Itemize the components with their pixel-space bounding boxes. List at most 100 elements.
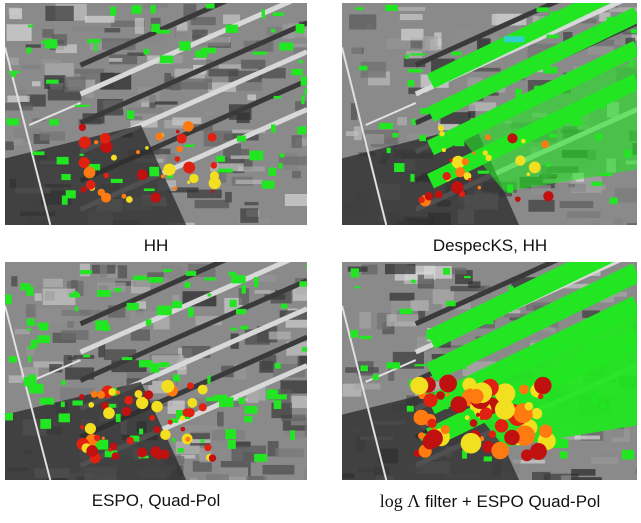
image-texture (348, 39, 363, 53)
image-texture (262, 181, 275, 189)
image-texture (86, 180, 96, 190)
image-texture (451, 268, 466, 275)
image-texture (595, 133, 602, 140)
image-texture (11, 276, 17, 286)
image-texture (151, 192, 161, 202)
image-texture (42, 29, 53, 38)
image-texture (279, 42, 293, 50)
image-texture (401, 29, 423, 41)
image-texture (80, 270, 92, 274)
image-texture (184, 282, 190, 288)
image-texture (135, 18, 144, 34)
image-texture (411, 300, 429, 311)
image-texture (600, 404, 606, 409)
image-texture (480, 415, 485, 420)
image-texture (118, 265, 127, 278)
image-texture (97, 391, 105, 399)
image-texture (188, 307, 194, 316)
image-texture (436, 391, 445, 400)
image-texture (299, 281, 307, 286)
image-texture (204, 444, 211, 451)
image-texture (599, 173, 612, 176)
image-texture (385, 264, 415, 274)
image-texture (349, 14, 376, 29)
image-texture (468, 355, 472, 365)
image-texture (206, 4, 215, 9)
image-texture (94, 140, 98, 144)
image-texture (408, 69, 423, 73)
image-texture (543, 67, 558, 74)
image-texture (75, 307, 78, 312)
image-texture (187, 382, 194, 389)
image-texture (446, 301, 456, 306)
image-texture (290, 396, 307, 408)
image-texture (161, 380, 174, 393)
image-texture (247, 94, 256, 100)
image-texture (241, 60, 265, 69)
image-texture (567, 211, 600, 218)
image-texture (181, 427, 186, 432)
image-texture (615, 188, 637, 203)
image-texture (580, 6, 590, 13)
image-texture (225, 429, 236, 439)
image-texture (292, 171, 301, 178)
image-texture (610, 198, 618, 204)
image-texture (240, 208, 258, 223)
image-texture (61, 174, 70, 180)
image-texture (525, 402, 533, 410)
image-texture (263, 465, 295, 475)
image-texture (79, 157, 90, 168)
image-texture (271, 124, 276, 132)
image-texture (499, 302, 509, 305)
image-texture (439, 131, 444, 136)
image-texture (541, 140, 549, 148)
image-texture (538, 394, 543, 399)
image-texture (267, 389, 278, 399)
image-texture (434, 405, 449, 409)
image-texture (135, 390, 143, 398)
image-texture (162, 265, 183, 279)
image-texture (186, 408, 195, 417)
image-texture (253, 52, 267, 55)
image-texture (209, 454, 216, 461)
image-texture (291, 69, 302, 75)
image-texture (360, 365, 367, 371)
image-texture (127, 110, 134, 119)
image-texture (387, 148, 391, 153)
image-texture (163, 163, 175, 175)
image-texture (450, 396, 467, 413)
image-texture (151, 24, 160, 32)
image-texture (379, 123, 393, 129)
image-texture (536, 7, 548, 12)
image-texture (163, 269, 171, 272)
image-texture (64, 77, 85, 93)
image-texture (242, 285, 246, 294)
image-texture (237, 112, 250, 123)
image-texture (486, 315, 493, 324)
image-texture (592, 396, 597, 403)
image-texture (268, 168, 276, 176)
image-texture (144, 390, 153, 399)
image-texture (551, 312, 560, 320)
image-texture (136, 150, 140, 154)
image-texture (612, 429, 630, 442)
image-texture (527, 172, 531, 176)
image-texture (280, 153, 285, 157)
image-texture (239, 398, 245, 405)
image-texture (627, 223, 637, 225)
image-texture (591, 457, 617, 464)
image-texture (13, 138, 23, 145)
image-texture (9, 356, 17, 362)
image-texture (201, 48, 216, 54)
image-texture (478, 171, 489, 174)
image-texture (509, 286, 514, 295)
image-texture (571, 469, 595, 476)
image-texture (26, 44, 41, 47)
image-texture (504, 36, 524, 42)
image-texture (539, 425, 552, 438)
image-texture (5, 295, 11, 305)
image-texture (443, 172, 451, 180)
image-texture (193, 461, 212, 472)
image-texture (200, 439, 204, 443)
image-texture (464, 276, 471, 278)
